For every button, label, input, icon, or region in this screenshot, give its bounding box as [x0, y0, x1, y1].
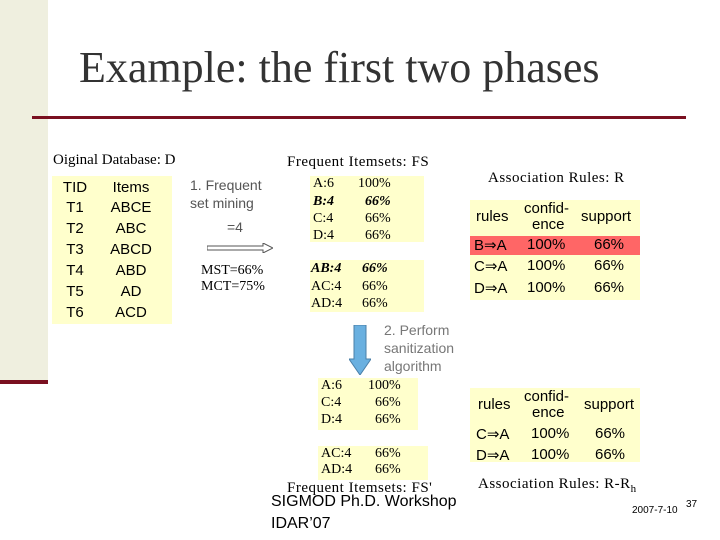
confidence-header-1: confid-	[524, 388, 570, 405]
tid-cell: T6	[66, 304, 84, 321]
confidence-cell: 100%	[527, 279, 566, 296]
step2-line2: sanitization	[384, 340, 455, 356]
items-cell: ABCD	[110, 241, 152, 258]
confidence-cell: 100%	[531, 446, 570, 463]
support-header: support	[581, 208, 632, 225]
items-cell: ABC	[115, 220, 147, 237]
fs-pct: 66%	[365, 228, 391, 243]
original-db-table: TID Items T1 ABCE T2 ABC T3 ABCD T4 ABD …	[52, 176, 172, 324]
rule-cell: D⇒A	[476, 447, 510, 464]
fs-item: AB:4	[311, 261, 342, 276]
fs-pct: 66%	[362, 261, 388, 276]
confidence-header-2: ence	[532, 404, 565, 421]
mct-value: MCT=75%	[201, 279, 265, 294]
tid-cell: T5	[66, 283, 84, 300]
support-cell: 66%	[595, 446, 626, 463]
step2-line1: 2. Perform	[384, 322, 450, 338]
fs-prime-item: D:4	[321, 412, 342, 427]
fs-group2	[310, 260, 424, 312]
original-db-label: Oiginal Database: D	[53, 152, 176, 168]
rule-cell: C⇒A	[476, 426, 510, 443]
items-cell: ABCE	[110, 199, 152, 216]
mst-value: MST=66%	[201, 263, 264, 278]
slide-title: Example: the first two phases	[79, 43, 600, 92]
sanitized-rules-label-main: Association Rules: R-R	[478, 476, 631, 492]
fs-item: AD:4	[311, 296, 343, 311]
right-arrow-icon	[207, 243, 273, 253]
fs-prime-pct: 100%	[368, 378, 401, 393]
fs-pct: 66%	[362, 296, 388, 311]
fs-prime-item: AD:4	[321, 462, 353, 477]
fs-pct: 66%	[362, 279, 388, 294]
tid-cell: T3	[66, 241, 84, 258]
step1-line2: set mining	[190, 195, 254, 211]
footer-venue-line2: IDAR’07	[271, 515, 331, 532]
step2-line3: algorithm	[384, 358, 442, 374]
confidence-header-1: confid-	[524, 200, 570, 217]
page-number: 37	[686, 499, 698, 510]
fs-prime-item: C:4	[321, 395, 342, 410]
tid-cell: T2	[66, 220, 84, 237]
support-cell: 66%	[595, 425, 626, 442]
association-rules-label: Association Rules: R	[488, 170, 625, 186]
support-cell: 66%	[594, 236, 625, 253]
items-cell: AD	[120, 283, 142, 300]
fs-item: C:4	[313, 211, 334, 226]
fs-pct: 66%	[365, 211, 391, 226]
fs-prime-pct: 66%	[375, 462, 401, 477]
tid-header: TID	[62, 179, 88, 196]
rule-cell: D⇒A	[474, 280, 508, 297]
fs-pct: 100%	[358, 176, 391, 191]
items-header: Items	[112, 179, 150, 196]
title-divider	[32, 116, 686, 119]
items-cell: ACD	[115, 304, 147, 321]
down-arrow-icon	[349, 325, 371, 375]
tid-cell: T1	[66, 199, 84, 216]
support-cell: 66%	[594, 257, 625, 274]
confidence-cell: 100%	[527, 257, 566, 274]
fs-prime-pct: 66%	[375, 395, 401, 410]
frequent-itemsets-prime-label: Frequent Itemsets: FS'	[287, 480, 433, 496]
tid-cell: T4	[66, 262, 84, 279]
sanitized-rules-label: Association Rules: R-Rh	[478, 476, 637, 495]
highlighted-rule-row	[470, 236, 640, 255]
fs-pct: 66%	[365, 194, 391, 209]
fs-item: AC:4	[311, 279, 342, 294]
confidence-cell: 100%	[527, 236, 566, 253]
footer-date: 2007-7-10	[632, 505, 678, 516]
confidence-cell: 100%	[531, 425, 570, 442]
sanitized-rules-label-sub: h	[630, 483, 637, 495]
step1-line3: =4	[227, 219, 243, 235]
support-header: support	[584, 396, 635, 413]
rule-cell: C⇒A	[474, 258, 508, 275]
frequent-itemsets-label: Frequent Itemsets: FS	[287, 154, 430, 170]
fs-item: B:4	[313, 194, 334, 209]
fs-prime-item: AC:4	[321, 446, 352, 461]
fs-prime-group2	[318, 446, 428, 480]
items-cell: ABD	[115, 262, 147, 279]
fs-item: A:6	[313, 176, 334, 191]
fs-prime-group1	[318, 378, 418, 430]
rule-cell: B⇒A	[474, 237, 507, 254]
fs-prime-pct: 66%	[375, 412, 401, 427]
rules-header: rules	[476, 208, 509, 225]
fs-prime-item: A:6	[321, 378, 342, 393]
rules-header: rules	[478, 396, 511, 413]
confidence-header-2: ence	[532, 216, 565, 233]
fs-group1	[310, 176, 424, 242]
left-decor-rule	[0, 380, 48, 384]
support-cell: 66%	[594, 279, 625, 296]
footer-venue-line1: SIGMOD Ph.D. Workshop	[271, 493, 457, 510]
fs-item: D:4	[313, 228, 334, 243]
step1-line1: 1. Frequent	[190, 177, 262, 193]
left-decor-bar	[0, 0, 48, 383]
sanitized-rules-table	[470, 388, 640, 462]
fs-prime-pct: 66%	[375, 446, 401, 461]
